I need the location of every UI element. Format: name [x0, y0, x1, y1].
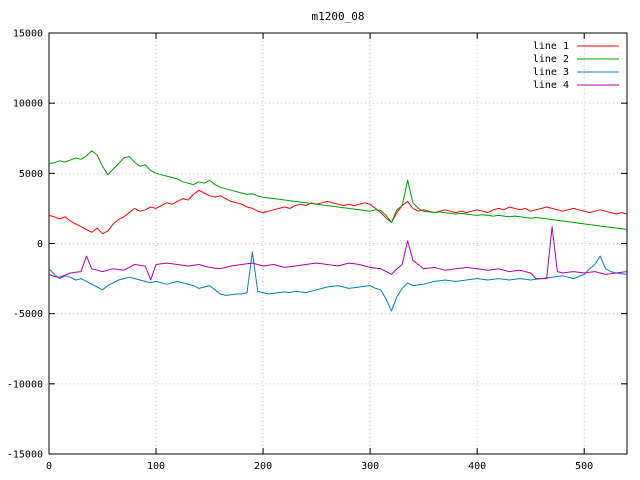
y-tick-label: -10000: [7, 379, 43, 390]
legend-label: line 1: [533, 41, 569, 52]
y-tick-label: 15000: [13, 29, 43, 40]
y-tick-label: 0: [37, 239, 43, 250]
x-tick-label: 200: [254, 461, 272, 472]
series-line-4: [48, 226, 628, 281]
series-line-3: [48, 251, 628, 312]
y-tick-label: -15000: [7, 450, 43, 461]
series-line-2: [48, 150, 628, 230]
legend-label: line 4: [533, 80, 569, 91]
y-tick-label: -5000: [13, 309, 43, 320]
x-tick-label: 0: [46, 461, 52, 472]
legend-label: line 2: [533, 54, 569, 65]
y-tick-label: 5000: [19, 169, 43, 180]
chart-title: m1200_08: [311, 10, 365, 23]
x-tick-label: 400: [468, 461, 486, 472]
x-tick-label: 300: [361, 461, 379, 472]
x-tick-label: 500: [575, 461, 593, 472]
y-tick-label: 10000: [13, 99, 43, 110]
series-line-1: [48, 189, 628, 235]
legend-label: line 3: [533, 67, 569, 78]
x-tick-label: 100: [147, 461, 165, 472]
